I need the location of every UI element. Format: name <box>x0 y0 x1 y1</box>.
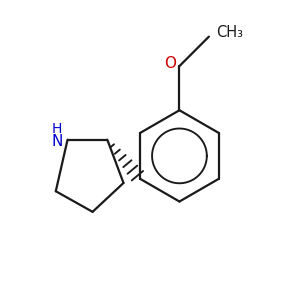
Text: O: O <box>165 56 177 70</box>
Text: H: H <box>52 122 62 136</box>
Text: CH₃: CH₃ <box>216 25 243 40</box>
Text: N: N <box>52 134 63 149</box>
